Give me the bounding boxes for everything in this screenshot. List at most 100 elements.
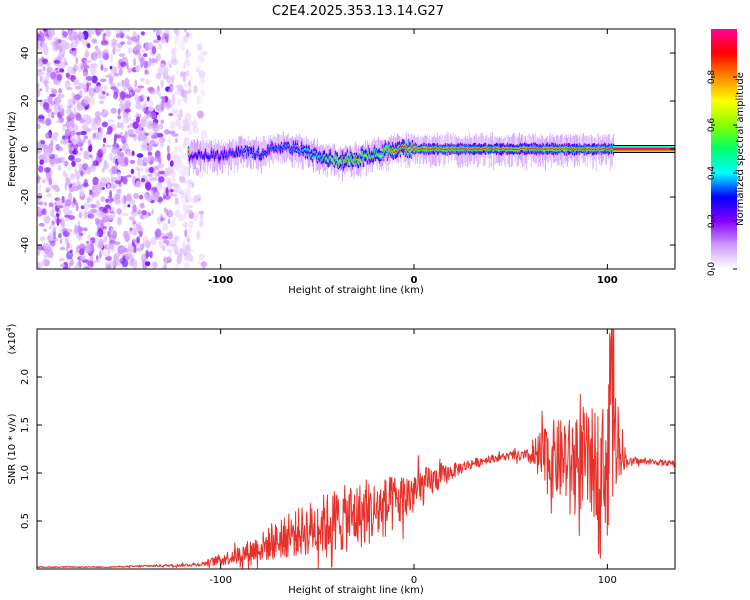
noise-blob <box>109 190 113 199</box>
spectrogram-x-label: Height of straight line (km) <box>288 285 424 296</box>
signal-band <box>460 147 463 150</box>
noise-blob <box>70 258 74 267</box>
snr-marks <box>37 329 675 569</box>
signal-band <box>363 154 366 157</box>
noise-blob <box>144 132 149 137</box>
noise-blob <box>54 133 58 142</box>
noise-blob <box>182 240 186 249</box>
noise-blob <box>83 210 88 220</box>
noise-blob <box>72 196 76 203</box>
noise-blob <box>38 222 45 227</box>
noise-blob <box>152 143 158 148</box>
signal-band <box>318 155 321 158</box>
signal-band <box>312 151 315 153</box>
signal-band <box>485 147 488 150</box>
noise-blob <box>196 229 201 238</box>
signal-band <box>418 148 421 151</box>
signal-band <box>338 161 341 164</box>
signal-band <box>225 153 228 156</box>
signal-halo <box>354 141 356 162</box>
signal-band <box>394 150 397 153</box>
noise-blob <box>64 61 69 66</box>
signal-band <box>555 148 558 150</box>
noise-blob <box>143 60 149 69</box>
signal-band <box>552 148 555 150</box>
noise-blob <box>120 41 125 45</box>
signal-band <box>604 147 607 150</box>
signal-band <box>330 158 333 161</box>
noise-blob <box>188 129 192 136</box>
noise-blob <box>62 159 66 166</box>
noise-blob <box>163 256 167 261</box>
noise-blob <box>40 140 46 145</box>
signal-halo <box>595 139 597 172</box>
signal-band <box>438 147 441 150</box>
signal-band <box>256 152 259 155</box>
signal-band <box>559 148 562 151</box>
signal-band <box>565 149 568 151</box>
signal-band <box>433 148 436 150</box>
signal-track <box>187 131 675 182</box>
noise-blob <box>145 167 150 174</box>
signal-band <box>412 147 415 150</box>
noise-blob <box>143 53 148 58</box>
noise-blob <box>188 51 192 57</box>
signal-band <box>310 153 313 156</box>
signal-band <box>506 148 509 150</box>
signal-band <box>236 153 239 156</box>
signal-band <box>527 148 530 150</box>
noise-blob <box>38 30 44 36</box>
noise-blob <box>60 104 63 110</box>
noise-blob <box>117 246 125 251</box>
signal-band <box>348 161 351 164</box>
noise-blob <box>184 256 188 261</box>
signal-halo <box>365 147 367 176</box>
signal-band <box>248 148 251 150</box>
noise-blob <box>187 183 191 189</box>
signal-band <box>230 152 233 155</box>
noise-blob <box>145 249 149 259</box>
noise-blob <box>75 203 79 212</box>
noise-blob <box>190 73 193 82</box>
noise-blob <box>147 96 150 102</box>
noise-blob <box>186 204 194 209</box>
noise-blob <box>75 150 79 156</box>
noise-blob <box>174 263 180 269</box>
noise-blob <box>74 168 77 174</box>
signal-band <box>389 149 392 152</box>
signal-band <box>360 153 363 155</box>
noise-blob <box>87 155 90 161</box>
signal-band <box>239 151 242 153</box>
signal-band <box>439 148 442 150</box>
signal-band <box>272 147 275 150</box>
noise-blob <box>103 53 110 61</box>
signal-band <box>513 149 516 151</box>
noise-blob <box>77 177 80 185</box>
noise-blob <box>53 37 59 42</box>
noise-blob <box>105 198 109 203</box>
signal-band <box>595 149 598 151</box>
noise-blob <box>162 257 168 263</box>
noise-blob <box>49 184 55 188</box>
noise-blob <box>177 99 181 103</box>
signal-band <box>540 149 543 151</box>
signal-band <box>223 151 226 153</box>
signal-band <box>515 148 518 150</box>
signal-band <box>493 148 496 150</box>
colorbar-ticks: 0.0 0.2 0.4 0.6 0.8 <box>707 70 737 276</box>
signal-band <box>466 148 469 150</box>
signal-band <box>566 147 569 149</box>
signal-band <box>593 148 596 150</box>
noise-blob <box>84 59 92 64</box>
noise-blob <box>186 88 193 94</box>
signal-band <box>441 149 444 151</box>
noise-blob <box>86 82 89 92</box>
noise-blob <box>41 208 47 216</box>
noise-blob <box>63 160 69 167</box>
signal-band <box>199 155 202 158</box>
noise-blob <box>43 76 49 85</box>
noise-blob <box>124 94 132 99</box>
noise-blob <box>88 87 95 98</box>
signal-band <box>361 153 364 155</box>
noise-blob <box>199 171 204 179</box>
